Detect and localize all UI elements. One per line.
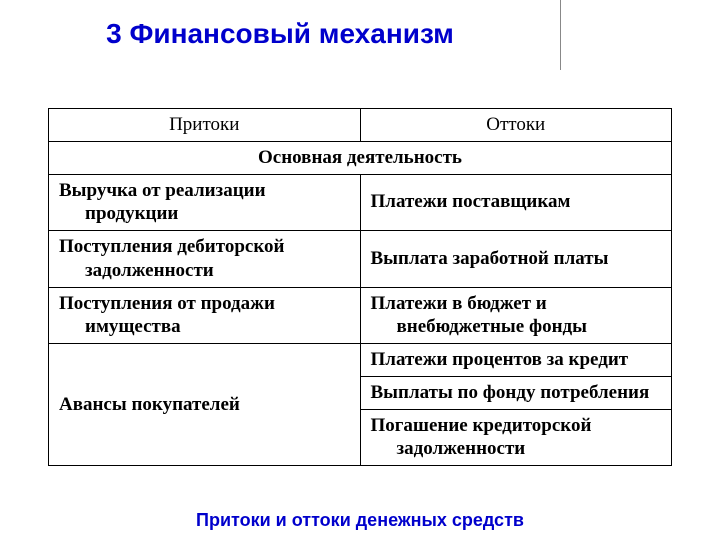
table-row: Авансы покупателей Платежи процентов за … (49, 344, 672, 377)
cell-text: Платежи в бюджет и внебюджетные фонды (371, 292, 662, 340)
slide-caption: Притоки и оттоки денежных средств (0, 510, 720, 531)
decorative-vertical-line (560, 0, 561, 70)
table-row: Выручка от реализации продукции Платежи … (49, 174, 672, 231)
cell-text: Платежи процентов за кредит (371, 348, 662, 372)
cell-text: Платежи поставщикам (371, 190, 662, 214)
cell-text: Авансы покупателей (59, 393, 350, 417)
cell-outflow: Платежи поставщикам (360, 174, 672, 231)
header-inflows: Притоки (49, 109, 361, 142)
slide-title: 3 Финансовый механизм (0, 18, 560, 50)
cell-text: Поступления дебиторской задолженности (59, 235, 350, 283)
cell-inflow: Поступления дебиторской задолженности (49, 231, 361, 288)
cell-text: Выплаты по фонду потребления (371, 381, 662, 405)
cashflow-table: Притоки Оттоки Основная деятельность Выр… (48, 108, 672, 466)
cell-text: Погашение кредиторской задолженности (371, 414, 662, 462)
cell-outflow: Погашение кредиторской задолженности (360, 409, 672, 466)
cell-inflow: Поступления от продажи имущества (49, 287, 361, 344)
table-row: Поступления дебиторской задолженности Вы… (49, 231, 672, 288)
table-section-row: Основная деятельность (49, 141, 672, 174)
cell-text: Выручка от реализации продукции (59, 179, 350, 227)
cell-text: Поступления от продажи имущества (59, 292, 350, 340)
cell-outflow: Выплаты по фонду потребления (360, 376, 672, 409)
table-header-row: Притоки Оттоки (49, 109, 672, 142)
section-main-activity: Основная деятельность (49, 141, 672, 174)
cell-outflow: Платежи процентов за кредит (360, 344, 672, 377)
table-row: Поступления от продажи имущества Платежи… (49, 287, 672, 344)
cell-inflow: Выручка от реализации продукции (49, 174, 361, 231)
cell-outflow: Платежи в бюджет и внебюджетные фонды (360, 287, 672, 344)
slide: 3 Финансовый механизм Притоки Оттоки Осн… (0, 0, 720, 540)
cell-text: Выплата заработной платы (371, 247, 662, 271)
cell-inflow: Авансы покупателей (49, 344, 361, 466)
header-outflows: Оттоки (360, 109, 672, 142)
cell-outflow: Выплата заработной платы (360, 231, 672, 288)
